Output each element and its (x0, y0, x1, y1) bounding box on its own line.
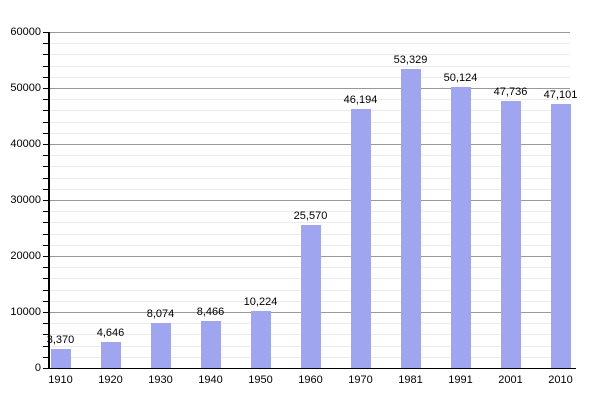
y-axis-tick (43, 357, 48, 358)
x-tick-label: 1970 (348, 374, 373, 386)
y-axis-tick (43, 178, 48, 179)
y-axis-tick (43, 32, 48, 33)
x-axis-line (48, 367, 576, 369)
y-axis-tick (43, 88, 48, 89)
bar-1960 (300, 225, 321, 368)
y-tick-label: 20000 (10, 250, 41, 262)
y-axis-tick (43, 66, 48, 67)
y-tick-label: 10000 (10, 306, 41, 318)
bar-value-label: 8,466 (196, 306, 225, 318)
x-tick-label: 1930 (148, 374, 173, 386)
y-minor-gridline (49, 166, 570, 167)
bar-value-label: 47,736 (493, 86, 528, 98)
y-axis-tick (43, 155, 48, 156)
bar-value-label: 25,570 (293, 210, 328, 222)
x-tick-label: 2010 (548, 374, 573, 386)
y-minor-gridline (49, 178, 570, 179)
y-axis-tick (43, 166, 48, 167)
y-tick-label: 30000 (10, 194, 41, 206)
bar-value-label: 46,194 (343, 94, 378, 106)
y-axis-tick (43, 211, 48, 212)
y-axis-tick (43, 334, 48, 335)
x-tick-label: 1991 (448, 374, 473, 386)
bar-value-label: 50,124 (443, 72, 478, 84)
y-minor-gridline (49, 133, 570, 134)
y-tick-label: 40000 (10, 138, 41, 150)
y-axis-tick (43, 267, 48, 268)
x-tick-label: 1981 (398, 374, 423, 386)
y-minor-gridline (49, 155, 570, 156)
y-axis-tick (43, 54, 48, 55)
y-axis-line (48, 32, 50, 369)
bar-value-label: 4,646 (96, 327, 125, 339)
x-tick-label: 1950 (248, 374, 273, 386)
x-tick-label: 2001 (498, 374, 523, 386)
bar-1970 (350, 109, 371, 368)
y-axis-tick (43, 245, 48, 246)
y-tick-label: 50000 (10, 82, 41, 94)
x-tick-label: 1960 (298, 374, 323, 386)
y-minor-gridline (49, 110, 570, 111)
y-minor-gridline (49, 189, 570, 190)
x-tick-label: 1940 (198, 374, 223, 386)
y-axis-tick (43, 278, 48, 279)
x-tick-label: 1910 (48, 374, 73, 386)
bar-1991 (450, 87, 471, 368)
y-axis-tick (43, 144, 48, 145)
y-minor-gridline (49, 43, 570, 44)
y-major-gridline (49, 144, 570, 145)
y-axis-tick (43, 323, 48, 324)
y-tick-label: 60000 (10, 26, 41, 38)
y-axis-tick (43, 77, 48, 78)
y-axis-tick (43, 122, 48, 123)
bar-1981 (400, 69, 421, 368)
bar-1930 (150, 323, 171, 368)
y-minor-gridline (49, 77, 570, 78)
y-axis-tick (43, 222, 48, 223)
bar-value-label: 8,074 (146, 308, 175, 320)
y-axis-tick (43, 200, 48, 201)
x-tick-label: 1920 (98, 374, 123, 386)
bar-2001 (500, 101, 521, 368)
y-axis-tick (43, 43, 48, 44)
bar-1910 (50, 349, 71, 368)
y-minor-gridline (49, 122, 570, 123)
y-major-gridline (49, 200, 570, 201)
y-axis-tick (43, 234, 48, 235)
y-axis-tick (43, 312, 48, 313)
y-major-gridline (49, 32, 570, 33)
y-axis-tick (43, 133, 48, 134)
bar-1950 (250, 311, 271, 368)
y-minor-gridline (49, 54, 570, 55)
bar-value-label: 10,224 (243, 296, 278, 308)
y-minor-gridline (49, 211, 570, 212)
y-minor-gridline (49, 99, 570, 100)
y-axis-tick (43, 346, 48, 347)
y-axis-tick (43, 368, 48, 369)
bar-value-label: 47,101 (543, 89, 578, 101)
y-axis-tick (43, 290, 48, 291)
y-minor-gridline (49, 222, 570, 223)
y-major-gridline (49, 88, 570, 89)
bar-1920 (100, 342, 121, 368)
y-axis-tick (43, 301, 48, 302)
y-tick-label: 0 (34, 362, 41, 374)
bar-value-label: 3,370 (46, 334, 75, 346)
y-axis-tick (43, 99, 48, 100)
y-axis-tick (43, 110, 48, 111)
bar-value-label: 53,329 (393, 54, 428, 66)
y-minor-gridline (49, 66, 570, 67)
y-axis-tick (43, 189, 48, 190)
bar-1940 (200, 321, 221, 368)
y-axis-tick (43, 256, 48, 257)
bar-2010 (550, 104, 571, 368)
